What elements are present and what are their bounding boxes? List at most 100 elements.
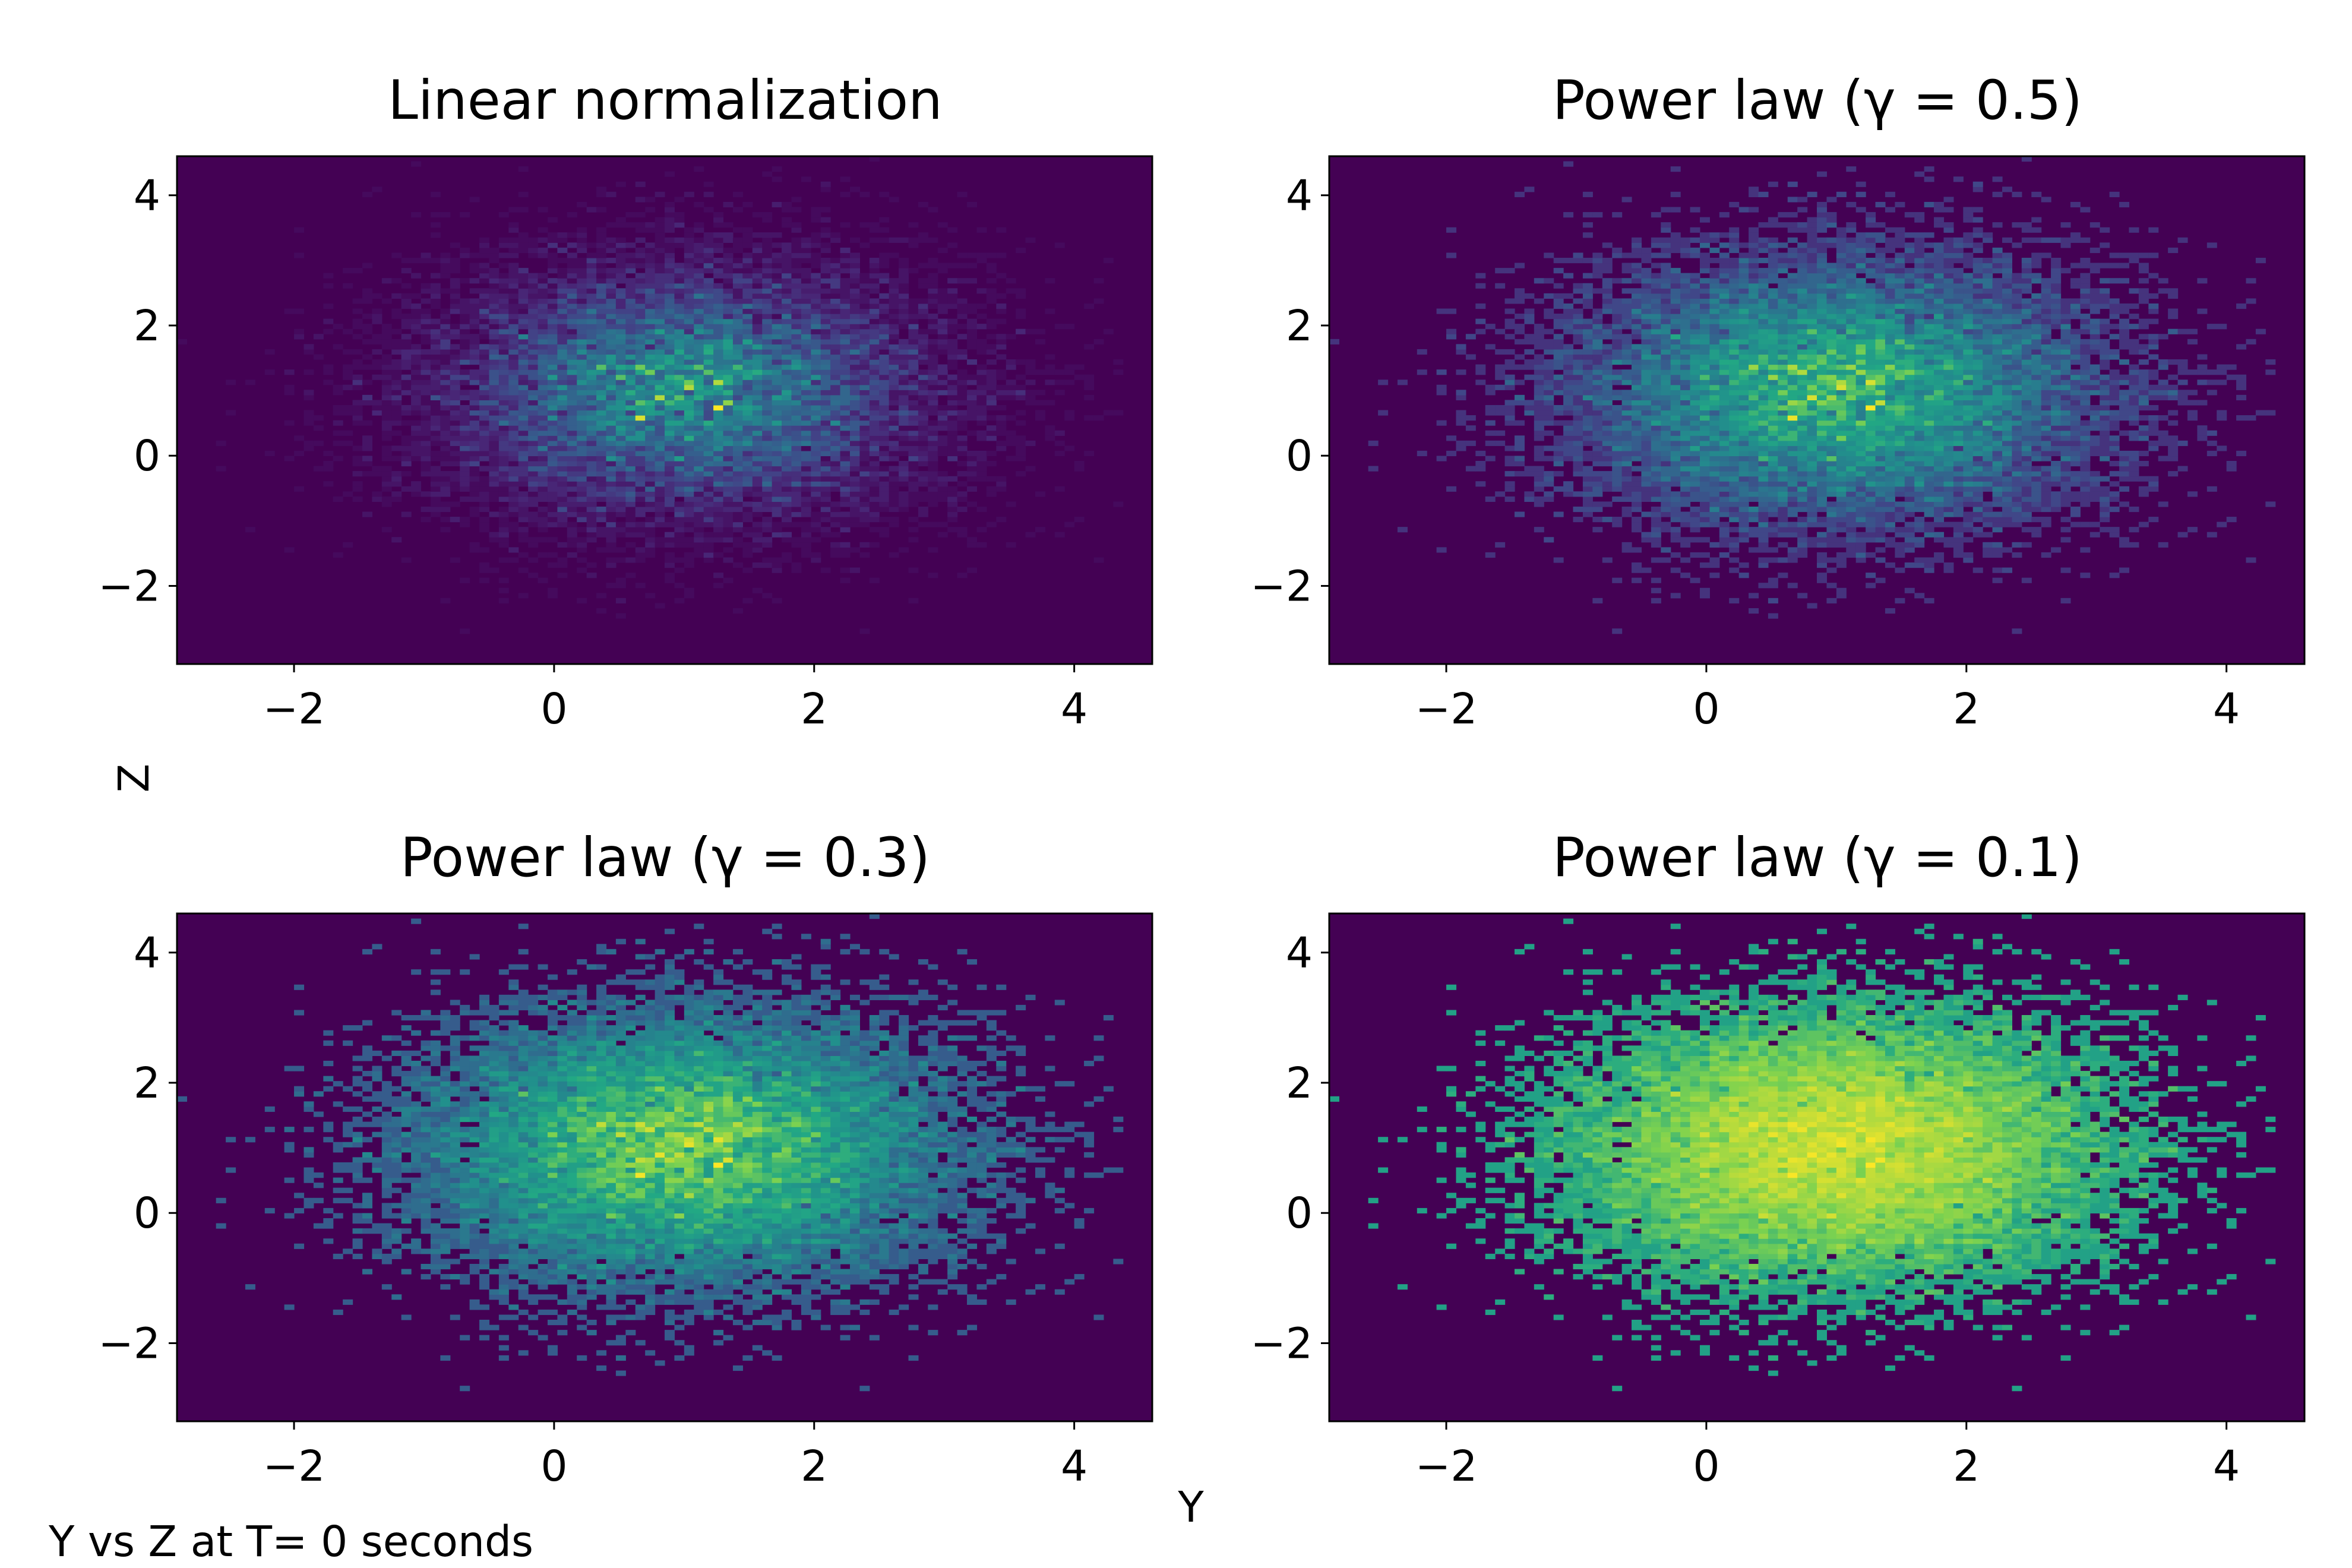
heatmap-cell — [606, 334, 616, 339]
heatmap-cell — [587, 441, 597, 446]
heatmap-cell — [801, 421, 811, 426]
heatmap-cell — [1963, 522, 1973, 527]
heatmap-cell — [1641, 486, 1651, 492]
heatmap-cell — [928, 491, 938, 497]
heatmap-cell — [557, 542, 567, 548]
heatmap-cell — [655, 456, 665, 461]
heatmap-cell — [928, 344, 938, 349]
heatmap-cell — [1797, 481, 1807, 486]
heatmap-cell — [606, 415, 616, 421]
heatmap-cell — [840, 278, 851, 283]
heatmap-cell — [1943, 466, 1953, 472]
heatmap-cell — [304, 369, 314, 375]
heatmap-cell — [694, 288, 704, 293]
heatmap-cell — [450, 481, 460, 486]
heatmap-cell — [704, 405, 714, 410]
heatmap-cell — [519, 319, 529, 324]
heatmap-cell — [528, 425, 538, 431]
heatmap-cell — [830, 238, 840, 243]
heatmap-cell — [645, 369, 655, 375]
heatmap-cell — [742, 334, 753, 339]
heatmap-cell — [1983, 486, 1993, 492]
heatmap-cell — [909, 344, 919, 349]
heatmap-cell — [674, 512, 684, 517]
heatmap-cell — [528, 304, 538, 309]
heatmap-cell — [1680, 476, 1690, 482]
heatmap-cell — [440, 273, 450, 279]
heatmap-cell — [1456, 441, 1466, 446]
heatmap-cell — [1651, 445, 1661, 451]
heatmap-cell — [538, 339, 548, 344]
heatmap-cell — [499, 390, 509, 395]
heatmap-cell — [928, 354, 938, 359]
heatmap-cell — [791, 395, 801, 400]
heatmap-cell — [1749, 512, 1759, 517]
heatmap-cell — [528, 283, 538, 289]
heatmap-cell — [391, 400, 402, 405]
heatmap-cell — [772, 507, 782, 512]
heatmap-cell — [782, 319, 792, 324]
heatmap-cell — [2100, 527, 2110, 532]
heatmap-cell — [479, 390, 489, 395]
heatmap-cell — [2119, 501, 2129, 507]
heatmap-cell — [1064, 445, 1074, 451]
heatmap-cell — [1826, 491, 1836, 497]
heatmap-cell — [2168, 451, 2178, 456]
heatmap-cell — [909, 339, 919, 344]
heatmap-cell — [762, 329, 772, 334]
heatmap-cell — [1612, 451, 1622, 456]
heatmap-cell — [1983, 512, 1993, 517]
heatmap-cell — [704, 481, 714, 486]
heatmap-cell — [625, 349, 636, 355]
heatmap-cell — [1807, 476, 1817, 482]
heatmap-cell — [1856, 445, 1866, 451]
heatmap-cell — [694, 263, 704, 268]
heatmap-cell — [850, 238, 860, 243]
heatmap-cell — [665, 248, 675, 253]
heatmap-cell — [1719, 501, 1730, 507]
heatmap-cell — [1866, 517, 1876, 522]
heatmap-cell — [870, 425, 880, 431]
heatmap-cell — [470, 319, 480, 324]
heatmap-cell — [1768, 441, 1778, 446]
heatmap-cell — [674, 278, 684, 283]
heatmap-cell — [772, 359, 782, 365]
heatmap-cell — [440, 319, 450, 324]
heatmap-cell — [1826, 512, 1836, 517]
heatmap-cell — [606, 512, 616, 517]
heatmap-cell — [1856, 461, 1866, 466]
heatmap-cell — [606, 242, 616, 248]
heatmap-cell — [909, 319, 919, 324]
heatmap-cell — [391, 476, 402, 482]
heatmap-cell — [840, 359, 851, 365]
heatmap-cell — [674, 293, 684, 299]
heatmap-cell — [489, 273, 499, 279]
heatmap-cell — [1866, 456, 1876, 461]
heatmap-cell — [859, 512, 870, 517]
heatmap-cell — [976, 227, 987, 233]
heatmap-cell — [1788, 552, 1798, 558]
heatmap-cell — [323, 461, 333, 466]
heatmap-cell — [538, 380, 548, 385]
heatmap-cell — [830, 552, 840, 558]
heatmap-cell — [1826, 486, 1836, 492]
heatmap-cell — [1632, 476, 1642, 482]
heatmap-cell — [538, 385, 548, 390]
heatmap-cell — [1651, 481, 1661, 486]
heatmap-cell — [489, 339, 499, 344]
heatmap-cell — [519, 207, 529, 213]
heatmap-cell — [665, 481, 675, 486]
heatmap-cell — [762, 314, 772, 319]
heatmap-cell — [957, 441, 968, 446]
heatmap-cell — [548, 385, 558, 390]
heatmap-cell — [733, 304, 743, 309]
heatmap-cell — [1016, 329, 1026, 334]
heatmap-cell — [655, 400, 665, 405]
heatmap-cell — [538, 421, 548, 426]
heatmap-cell — [821, 507, 831, 512]
heatmap-cell — [596, 283, 606, 289]
heatmap-cell — [1583, 497, 1593, 502]
heatmap-cell — [557, 441, 567, 446]
heatmap-cell — [1914, 456, 1924, 461]
heatmap-cell — [674, 400, 684, 405]
